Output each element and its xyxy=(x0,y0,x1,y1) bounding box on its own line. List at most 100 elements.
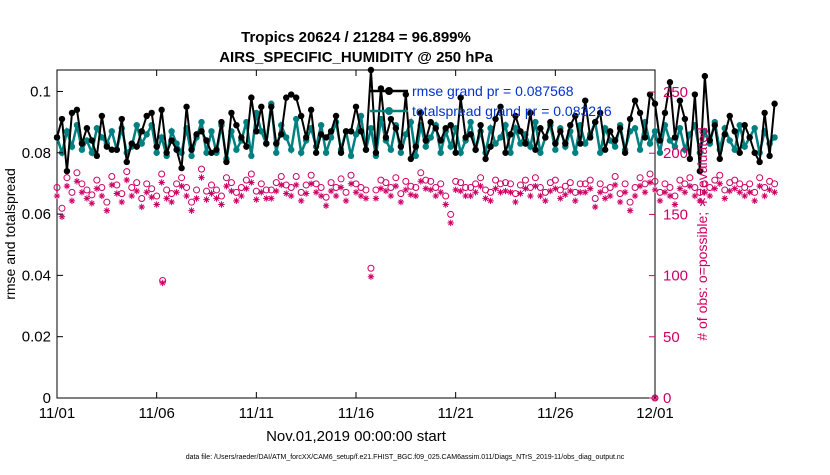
rmse-point xyxy=(118,115,125,123)
y-right-tick-label: 50 xyxy=(663,329,680,346)
rmse-point xyxy=(736,149,743,156)
obs-evaluated-point xyxy=(203,196,210,203)
rmse-point xyxy=(88,137,96,144)
obs-possible-point xyxy=(252,187,260,195)
rmse-point xyxy=(726,112,733,120)
obs-evaluated-point xyxy=(198,174,205,181)
obs-evaluated-point xyxy=(701,189,709,196)
rmse-point xyxy=(616,125,624,132)
obs-evaluated-point xyxy=(228,187,235,195)
rmse-point xyxy=(567,121,574,129)
obs-possible-point xyxy=(581,180,589,188)
totalspread-point xyxy=(283,134,290,141)
obs-possible-point xyxy=(73,169,81,177)
obs-evaluated-point xyxy=(83,195,91,202)
rmse-point xyxy=(98,112,106,120)
rmse-point xyxy=(183,103,190,110)
rmse-point xyxy=(636,109,644,117)
obs-evaluated-point xyxy=(437,189,444,196)
rmse-point xyxy=(362,146,370,153)
obs-possible-point xyxy=(178,174,186,182)
obs-possible-point xyxy=(467,183,475,191)
rmse-point xyxy=(133,143,140,150)
totalspread-point xyxy=(701,128,709,135)
footer-data-file: data file: /Users/raeder/DAI/ATM_forcXX/… xyxy=(186,454,625,461)
rmse-point xyxy=(587,134,594,141)
obs-evaluated-point xyxy=(422,185,429,192)
rmse-point xyxy=(462,134,469,141)
totalspread-point xyxy=(93,125,101,132)
totalspread-point xyxy=(467,118,474,126)
obs-possible-point xyxy=(541,188,549,196)
rmse-point xyxy=(686,155,694,163)
rmse-point xyxy=(592,118,599,126)
obs-possible-point xyxy=(342,188,350,196)
obs-evaluated-point xyxy=(367,273,375,280)
obs-evaluated-point xyxy=(123,176,130,184)
obs-evaluated-point xyxy=(297,197,305,205)
obs-evaluated-point xyxy=(681,189,689,196)
rmse-point xyxy=(53,134,61,141)
legend-rmse-marker xyxy=(385,87,393,95)
legend: rmse grand pr = 0.087568 totalspread gra… xyxy=(370,83,612,119)
obs-evaluated-point xyxy=(347,180,355,187)
obs-possible-point xyxy=(686,174,694,182)
obs-evaluated-point xyxy=(457,187,464,195)
obs-possible-point xyxy=(477,174,485,182)
totalspread-point xyxy=(327,134,335,141)
rmse-point xyxy=(432,125,439,132)
rmse-point xyxy=(751,149,758,156)
obs-possible-point xyxy=(193,186,201,194)
obs-evaluated-point xyxy=(392,182,400,190)
obs-evaluated-point xyxy=(233,197,240,205)
obs-possible-point xyxy=(198,165,206,173)
obs-possible-point xyxy=(526,183,534,191)
rmse-point xyxy=(522,140,529,147)
rmse-point xyxy=(342,128,350,135)
rmse-point xyxy=(248,94,255,101)
obs-possible-point xyxy=(661,180,669,188)
y-right-tick-label: 100 xyxy=(663,268,688,285)
obs-evaluated-point xyxy=(651,186,659,194)
rmse-point xyxy=(218,118,225,126)
obs-evaluated-point xyxy=(153,201,160,208)
rmse-point xyxy=(198,128,205,135)
rmse-point xyxy=(542,134,549,141)
totalspread-point xyxy=(233,146,240,153)
x-axis-label: Nov.01,2019 00:00:00 start xyxy=(266,428,447,445)
obs-possible-point xyxy=(417,169,425,177)
rmse-point xyxy=(367,66,375,74)
totalspread-point xyxy=(133,121,140,129)
rmse-point xyxy=(307,106,315,114)
x-tick-label: 11/11 xyxy=(239,405,274,422)
obs-evaluated-point xyxy=(278,181,285,189)
totalspread-point xyxy=(367,125,375,132)
rmse-point xyxy=(611,137,619,144)
obs-possible-point xyxy=(407,182,415,190)
obs-possible-series xyxy=(53,165,779,402)
obs-possible-point xyxy=(412,183,420,191)
rmse-point xyxy=(626,115,634,123)
totalspread-point xyxy=(731,146,738,153)
obs-evaluated-point xyxy=(761,192,768,200)
rmse-point xyxy=(507,131,514,138)
obs-possible-point xyxy=(741,183,749,191)
obs-evaluated-point xyxy=(223,182,230,190)
obs-possible-point xyxy=(422,176,430,184)
obs-possible-point xyxy=(452,177,460,185)
obs-evaluated-point xyxy=(193,195,200,202)
rmse-point xyxy=(288,91,295,98)
totalspread-point xyxy=(188,152,195,160)
obs-possible-point xyxy=(502,179,509,187)
rmse-point xyxy=(452,149,459,156)
obs-possible-point xyxy=(487,188,495,196)
obs-evaluated-point xyxy=(671,201,679,208)
rmse-point xyxy=(78,140,86,147)
obs-evaluated-point xyxy=(93,185,101,192)
obs-evaluated-point xyxy=(646,179,654,186)
obs-possible-point xyxy=(337,175,345,183)
totalspread-point xyxy=(596,149,604,156)
totalspread-point xyxy=(676,125,684,132)
obs-possible-point xyxy=(447,210,455,218)
obs-possible-point xyxy=(586,176,594,184)
